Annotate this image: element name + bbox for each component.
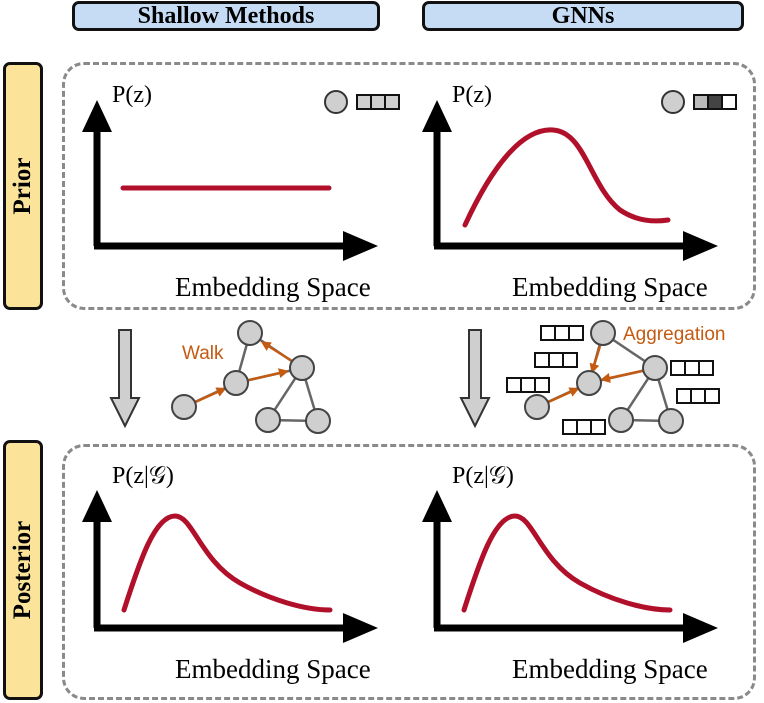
graph-gnn — [524, 320, 684, 434]
xlabel-prior-shallow: Embedding Space — [175, 272, 371, 302]
xlabel-posterior-gnn: Embedding Space — [512, 654, 708, 684]
panel-posterior — [62, 444, 756, 700]
ylabel-prior-gnn: P(z) — [452, 82, 492, 108]
graph-shallow — [171, 320, 331, 434]
xlabel-posterior-shallow: Embedding Space — [175, 654, 371, 684]
header-shallow-methods: Shallow Methods — [72, 1, 380, 31]
axes-prior-gnn — [422, 100, 718, 261]
xlabel-prior-gnn: Embedding Space — [512, 272, 708, 302]
row-label-posterior: Posterior — [3, 440, 43, 700]
ylabel-posterior-gnn: P(z|𝒢) — [452, 463, 514, 489]
node-icon-gnn — [661, 90, 685, 114]
panel-prior — [62, 62, 756, 310]
axes-prior-shallow — [82, 100, 378, 261]
label-aggregation: Aggregation — [623, 324, 726, 345]
feature-vectors-gnn — [506, 325, 720, 435]
node-icon-shallow — [324, 90, 348, 114]
down-arrow-gnn — [459, 329, 491, 429]
header-gnns-label: GNNs — [551, 2, 615, 29]
ylabel-prior-shallow: P(z) — [112, 82, 152, 108]
embedding-icon-shallow — [356, 94, 400, 110]
row-label-prior: Prior — [3, 62, 43, 310]
header-gnns: GNNs — [422, 1, 744, 31]
curve-posterior-gnn — [461, 513, 673, 613]
embedding-icon-gnn — [693, 94, 737, 110]
axes-posterior-shallow — [82, 490, 378, 643]
label-walk: Walk — [182, 343, 224, 364]
curve-prior-gnn — [462, 127, 671, 228]
down-arrow-shallow — [109, 329, 141, 429]
curve-posterior-shallow — [121, 513, 333, 613]
header-shallow-label: Shallow Methods — [137, 2, 315, 29]
axes-posterior-gnn — [422, 490, 718, 643]
ylabel-posterior-shallow: P(z|𝒢) — [112, 463, 174, 489]
